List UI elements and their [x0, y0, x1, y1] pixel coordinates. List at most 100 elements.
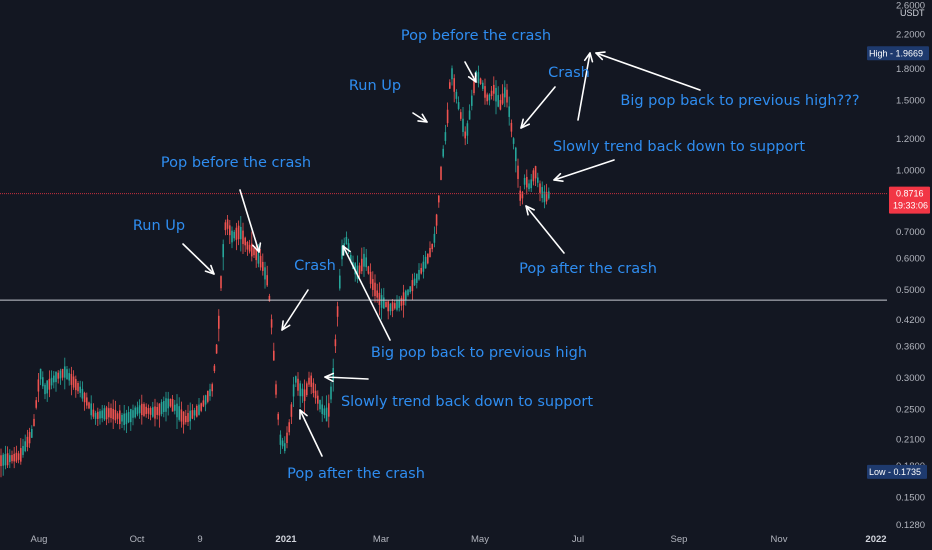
- candle-body: [46, 380, 48, 394]
- candle-body: [97, 411, 99, 419]
- y-tick-label: 1.5000: [896, 96, 925, 107]
- candle-body: [185, 415, 187, 423]
- candle-body: [105, 407, 108, 420]
- candle-body: [200, 403, 202, 411]
- candle-body: [394, 303, 396, 309]
- low-badge: [867, 464, 927, 479]
- candle-body: [75, 379, 77, 391]
- x-tick-label: May: [471, 534, 489, 545]
- annotation-arrow: [577, 52, 591, 121]
- annotation-arrowhead: [553, 172, 564, 182]
- annotation-label: Pop after the crash: [287, 466, 425, 482]
- y-tick-label: 2.2000: [896, 30, 925, 41]
- candle-body: [163, 401, 165, 412]
- candle-body: [66, 369, 68, 380]
- candle-body: [233, 231, 235, 239]
- annotation-label: Pop before the crash: [161, 155, 311, 171]
- candle-body: [154, 406, 156, 419]
- candle-body: [171, 399, 174, 412]
- candle-body: [268, 295, 271, 302]
- last-price-badge: [889, 186, 930, 214]
- candle-body: [510, 122, 513, 132]
- candle-body: [490, 90, 493, 97]
- annotation-arrow: [525, 205, 565, 254]
- candle-body: [479, 78, 482, 84]
- candle-body: [471, 95, 473, 106]
- candle-body: [24, 441, 26, 452]
- annotation-label: Crash: [294, 258, 336, 274]
- candle-body: [246, 241, 249, 250]
- candle-body: [444, 132, 447, 141]
- candle-body: [215, 344, 218, 354]
- x-tick-label: Aug: [31, 534, 48, 545]
- candle-body: [277, 413, 279, 420]
- candle-body: [374, 282, 376, 296]
- candle-body: [427, 253, 429, 264]
- candle-body: [88, 402, 90, 409]
- candle-body: [532, 170, 535, 182]
- x-tick-label: 9: [197, 534, 202, 545]
- candle-body: [424, 256, 427, 269]
- candle-body: [541, 187, 543, 198]
- candle-body: [396, 300, 398, 310]
- candle-body: [339, 275, 341, 289]
- candle-body: [220, 276, 222, 289]
- candle-body: [332, 367, 334, 382]
- candle-body: [17, 453, 20, 460]
- candle-body: [314, 390, 317, 399]
- candle-body: [176, 403, 178, 418]
- candle-body: [358, 265, 361, 274]
- candle-body: [440, 166, 442, 180]
- y-tick-label: 0.4200: [896, 315, 925, 326]
- candle-body: [48, 378, 51, 390]
- candle-body: [231, 230, 233, 243]
- low-label: Low - 0.1735: [869, 467, 921, 477]
- candle-body: [259, 255, 262, 268]
- annotation-arrowhead: [252, 242, 262, 253]
- annotations-layer: Run Up Pop before the crash Crash Big pop b…: [133, 28, 860, 482]
- candle-body: [211, 384, 213, 392]
- candle-body: [11, 455, 13, 462]
- candle-body: [336, 306, 339, 317]
- annotation-arrow: [239, 189, 260, 253]
- candle-body: [114, 409, 117, 421]
- candle-body: [0, 455, 2, 467]
- candle-body: [35, 400, 37, 408]
- candle-body: [130, 409, 132, 423]
- high-label: High - 1.9669: [869, 48, 923, 58]
- candle-body: [431, 243, 433, 250]
- candle-body: [497, 95, 499, 107]
- y-tick-label: 0.1500: [896, 493, 925, 504]
- candle-body: [119, 410, 121, 425]
- candle-body: [519, 190, 521, 201]
- candle-body: [464, 131, 466, 139]
- candle-body: [537, 177, 539, 183]
- candle-body: [523, 177, 526, 185]
- annotation-label: Big pop back to previous high: [371, 345, 587, 361]
- candle-body: [301, 388, 304, 397]
- annotation-arrowhead: [595, 51, 606, 61]
- candle-body: [189, 410, 191, 422]
- candle-body: [235, 227, 238, 240]
- candle-body: [44, 384, 46, 395]
- candle-body: [90, 403, 92, 416]
- candle-body: [28, 432, 31, 444]
- x-axis[interactable]: Aug Oct 9 2021 Mar May Jul Sep Nov 2022: [31, 534, 887, 545]
- candle-body: [70, 373, 73, 385]
- candle-body: [22, 446, 24, 455]
- candle-body: [158, 403, 161, 416]
- candle-body: [174, 404, 176, 411]
- candle-body: [413, 278, 416, 286]
- candle-body: [400, 297, 403, 306]
- y-tick-label: 0.2500: [896, 404, 925, 415]
- candle-body: [4, 454, 7, 466]
- candle-body: [319, 399, 321, 410]
- candle-body: [257, 252, 260, 264]
- candle-body: [486, 94, 488, 102]
- candle-body: [178, 406, 180, 420]
- candle-body: [26, 436, 29, 448]
- candle-body: [50, 377, 53, 386]
- candle-body: [198, 404, 200, 415]
